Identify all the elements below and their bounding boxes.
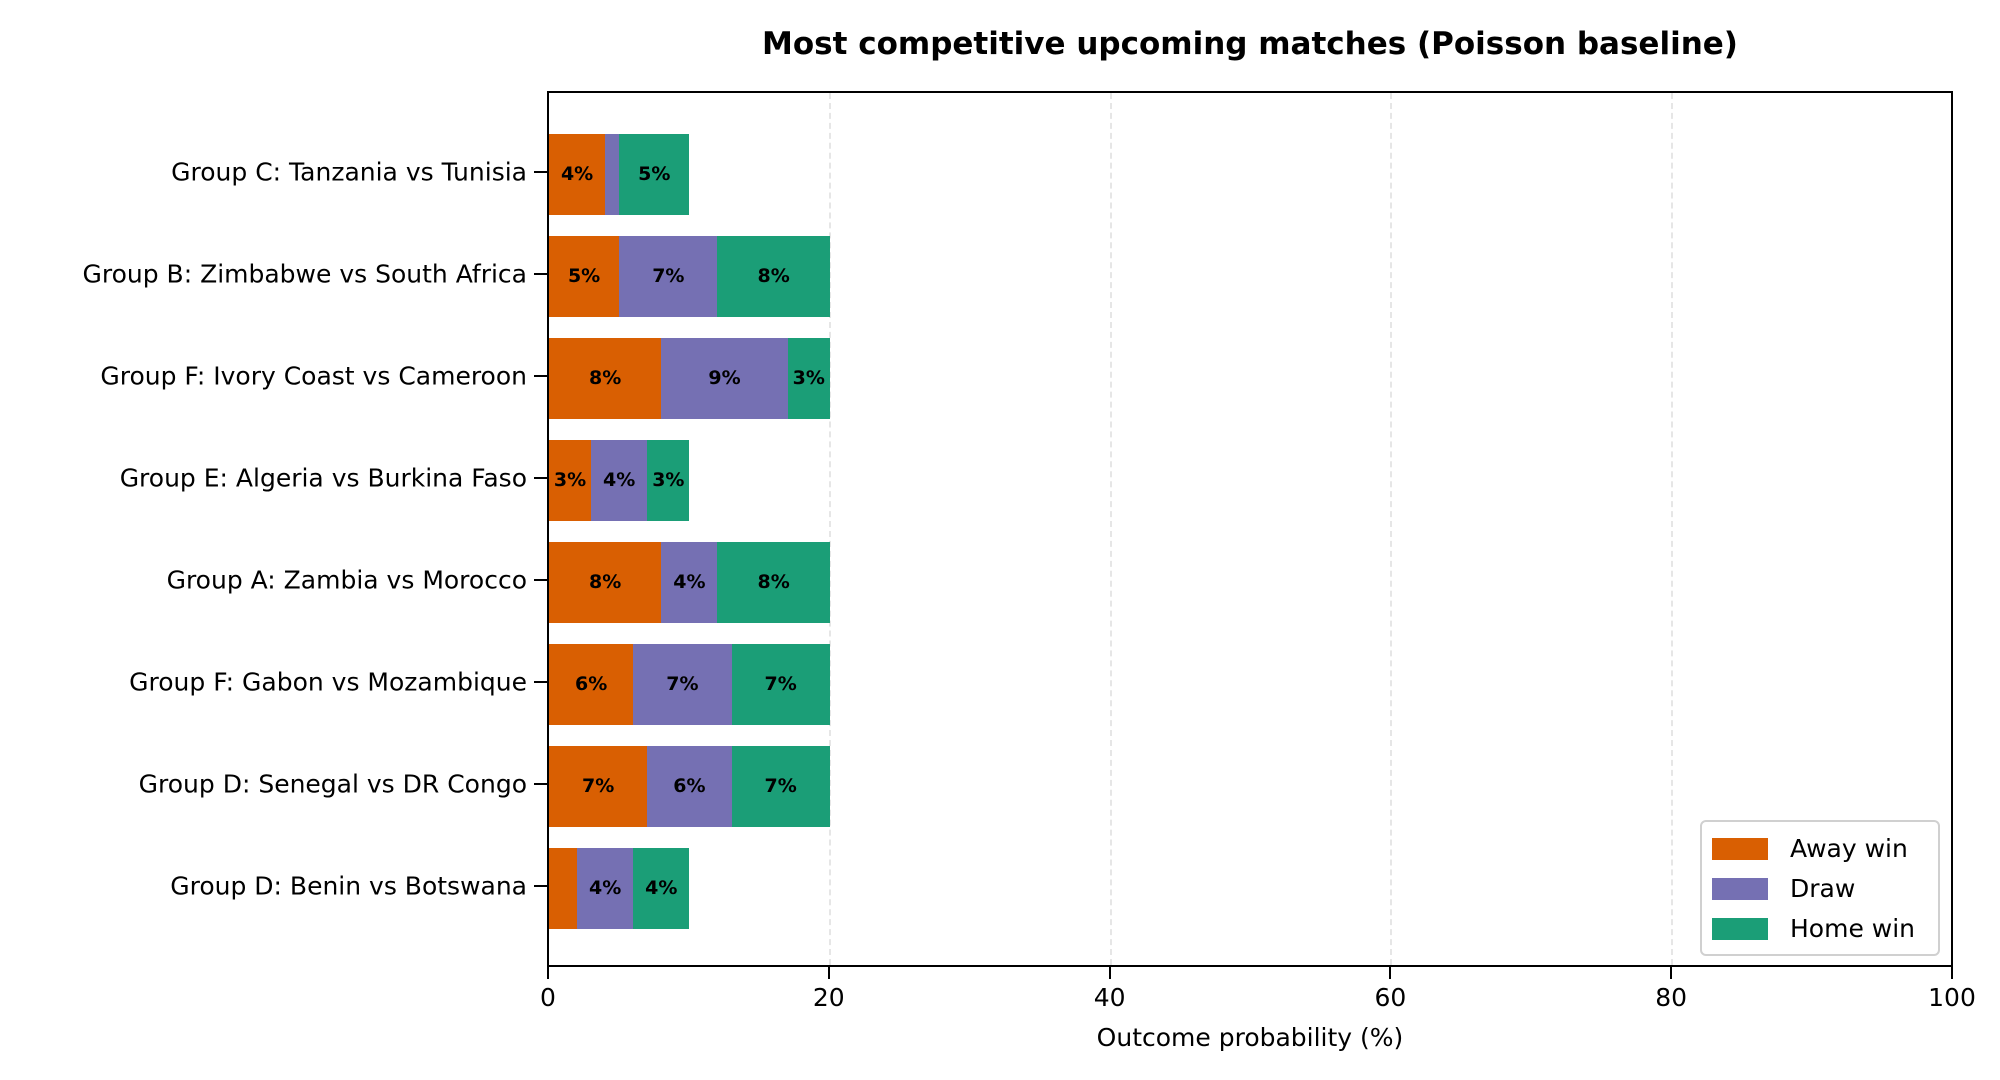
bar-segment-away-win — [549, 847, 578, 929]
y-tick — [534, 171, 547, 173]
bar-row: 8% 4% 8% — [549, 541, 830, 623]
x-tick-label: 40 — [1093, 983, 1126, 1012]
x-tick-label: 60 — [1374, 983, 1407, 1012]
x-axis-label: Outcome probability (%) — [1096, 1023, 1404, 1052]
gridline — [1671, 93, 1674, 965]
bar-value-label: 4% — [645, 877, 678, 899]
legend-swatch — [1712, 877, 1768, 900]
x-tick — [1108, 967, 1111, 979]
x-tick — [1389, 967, 1392, 979]
bar-segment-draw — [605, 133, 620, 215]
y-tick-label: Group F: Ivory Coast vs Cameroon — [100, 361, 527, 391]
plot-area: 4% 5% 5% 7% 8% 8% 9% 3% 3% 4% 3% 8% 4% 8% 6% 7% 7% 7% 6% 7%… — [547, 91, 1953, 967]
x-tick-label: 0 — [540, 983, 556, 1012]
bar-segment-away-win: 6% — [549, 643, 634, 725]
bar-segment-draw: 6% — [647, 745, 732, 827]
y-tick — [534, 579, 547, 581]
x-tick — [1670, 967, 1673, 979]
bar-row: 7% 6% 7% — [549, 745, 830, 827]
legend: Away win Draw Home win — [1700, 820, 1940, 956]
bar-value-label: 7% — [764, 673, 797, 695]
bar-row: 4% 4% — [549, 847, 690, 929]
bar-value-label: 7% — [582, 775, 615, 797]
bar-segment-home-win: 8% — [717, 541, 830, 623]
bar-segment-away-win: 8% — [549, 337, 662, 419]
y-tick — [534, 273, 547, 275]
bar-segment-home-win: 8% — [717, 235, 830, 317]
y-tick-label: Group F: Gabon vs Mozambique — [129, 667, 527, 697]
y-tick-label: Group E: Algeria vs Burkina Faso — [119, 463, 527, 493]
legend-item-home-win: Home win — [1712, 914, 1915, 943]
bar-value-label: 9% — [708, 367, 741, 389]
bar-value-label: 4% — [673, 571, 706, 593]
bar-segment-draw: 4% — [591, 439, 648, 521]
bar-value-label: 7% — [764, 775, 797, 797]
bar-segment-draw: 4% — [661, 541, 718, 623]
y-tick-label: Group B: Zimbabwe vs South Africa — [82, 259, 527, 289]
bar-value-label: 6% — [673, 775, 706, 797]
x-tick-label: 80 — [1655, 983, 1688, 1012]
bar-row: 5% 7% 8% — [549, 235, 830, 317]
legend-label: Away win — [1790, 834, 1908, 863]
bar-segment-home-win: 7% — [731, 643, 830, 725]
bar-segment-away-win: 7% — [549, 745, 648, 827]
bar-segment-home-win: 3% — [787, 337, 830, 419]
bar-value-label: 8% — [589, 571, 622, 593]
y-tick — [534, 783, 547, 785]
legend-swatch — [1712, 917, 1768, 940]
bar-value-label: 4% — [560, 163, 594, 185]
bar-segment-away-win: 5% — [549, 235, 620, 317]
bar-value-label: 3% — [792, 367, 825, 389]
bar-segment-draw: 7% — [633, 643, 732, 725]
y-tick — [534, 477, 547, 479]
bar-segment-draw: 4% — [577, 847, 634, 929]
x-tick-label: 20 — [812, 983, 845, 1012]
x-tick — [827, 967, 830, 979]
gridline — [1109, 93, 1112, 965]
legend-label: Home win — [1790, 914, 1916, 943]
bar-value-label: 6% — [574, 673, 608, 695]
gridline — [828, 93, 831, 965]
y-tick-label: Group A: Zambia vs Morocco — [166, 565, 527, 595]
x-tick — [547, 967, 549, 979]
bar-value-label: 7% — [652, 265, 685, 287]
bar-segment-home-win: 5% — [619, 133, 690, 215]
bar-segment-draw: 9% — [661, 337, 788, 419]
bar-value-label: 8% — [757, 265, 790, 287]
x-tick — [1951, 967, 1953, 979]
legend-label: Draw — [1790, 874, 1856, 903]
bar-value-label: 7% — [666, 673, 699, 695]
bar-row: 4% 5% — [549, 133, 690, 215]
y-tick — [534, 681, 547, 683]
y-tick-label: Group D: Senegal vs DR Congo — [138, 769, 527, 799]
y-tick-label: Group D: Benin vs Botswana — [170, 871, 527, 901]
bar-value-label: 4% — [589, 877, 622, 899]
bar-value-label: 3% — [553, 469, 587, 491]
bar-value-label: 4% — [603, 469, 636, 491]
y-tick — [534, 375, 547, 377]
bar-value-label: 8% — [589, 367, 622, 389]
bar-segment-draw: 7% — [619, 235, 718, 317]
chart-title: Most competitive upcoming matches (Poiss… — [762, 26, 1738, 62]
x-tick-label: 100 — [1928, 983, 1976, 1012]
bar-segment-away-win: 8% — [549, 541, 662, 623]
gridline — [1390, 93, 1393, 965]
bar-row: 3% 4% 3% — [549, 439, 690, 521]
bar-segment-away-win: 4% — [549, 133, 606, 215]
bar-value-label: 5% — [567, 265, 601, 287]
bar-value-label: 3% — [652, 469, 685, 491]
bar-value-label: 8% — [757, 571, 790, 593]
bar-segment-home-win: 7% — [731, 745, 830, 827]
bar-segment-home-win: 3% — [647, 439, 690, 521]
y-tick-label: Group C: Tanzania vs Tunisia — [171, 157, 527, 187]
bar-row: 6% 7% 7% — [549, 643, 830, 725]
bar-segment-home-win: 4% — [633, 847, 690, 929]
bar-segment-away-win: 3% — [549, 439, 592, 521]
legend-item-draw: Draw — [1712, 874, 1855, 903]
legend-swatch — [1712, 837, 1768, 860]
y-tick — [534, 885, 547, 887]
legend-item-away-win: Away win — [1712, 834, 1908, 863]
bar-row: 8% 9% 3% — [549, 337, 830, 419]
bar-value-label: 5% — [638, 163, 671, 185]
